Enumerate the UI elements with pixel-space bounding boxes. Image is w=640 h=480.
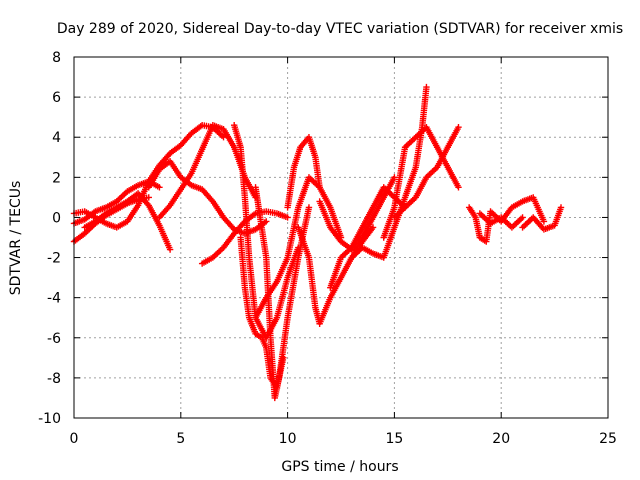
data-point — [557, 204, 565, 211]
data-point — [220, 134, 227, 141]
x-tick-label: 15 — [385, 431, 403, 447]
plot-frame — [73, 56, 609, 419]
chart-title: Day 289 of 2020, Sidereal Day-to-day VTE… — [57, 21, 623, 37]
x-axis-label: GPS time / hours — [281, 459, 398, 475]
data-point — [305, 204, 313, 211]
data-point — [423, 83, 430, 91]
series-arc-20 — [465, 194, 548, 245]
y-tick-label: 2 — [52, 170, 61, 186]
y-tick-label: 6 — [52, 90, 61, 106]
series-arc-19 — [391, 123, 462, 221]
data-point — [455, 184, 462, 191]
series-arc-8 — [198, 208, 291, 267]
data-point — [369, 224, 377, 231]
data-series — [70, 83, 565, 402]
series-arc-17 — [348, 83, 430, 261]
series-arc-14 — [295, 224, 377, 327]
y-tick-label: -4 — [47, 291, 61, 307]
x-tick-label: 10 — [279, 431, 297, 447]
series-arc-21 — [476, 210, 526, 231]
x-tick-label: 0 — [70, 431, 79, 447]
y-tick-label: 8 — [52, 50, 61, 66]
y-tick-label: -10 — [38, 411, 61, 427]
y-tick-label: -2 — [47, 251, 61, 267]
y-tick-label: 0 — [52, 210, 61, 226]
x-tick-label: 5 — [176, 431, 185, 447]
axis-ticks: 0 5 10 15 20 25 -10 -8 -6 -4 -2 0 2 4 6 8 — [38, 50, 617, 447]
series-arc-18 — [380, 123, 462, 241]
series-arc-22 — [519, 204, 565, 233]
series-arc-6 — [81, 190, 174, 253]
data-point — [263, 218, 270, 225]
x-tick-label: 20 — [492, 431, 510, 447]
data-point — [519, 214, 526, 221]
data-point — [145, 194, 152, 201]
data-point — [156, 184, 163, 191]
data-point — [540, 218, 548, 225]
series-arc-13 — [284, 134, 345, 241]
data-point — [166, 246, 174, 253]
x-tick-label: 25 — [599, 431, 617, 447]
series-arc-15 — [316, 174, 398, 253]
y-axis-label: SDTVAR / TECUs — [8, 181, 24, 296]
data-point — [455, 123, 462, 131]
series-arc-12 — [252, 174, 323, 321]
series-arc-3 — [166, 121, 227, 157]
y-tick-label: -8 — [47, 371, 61, 387]
data-point — [284, 214, 291, 221]
series-arc-7 — [145, 158, 270, 237]
y-tick-label: -6 — [47, 331, 61, 347]
y-tick-label: 4 — [52, 130, 61, 146]
data-point — [391, 174, 398, 181]
